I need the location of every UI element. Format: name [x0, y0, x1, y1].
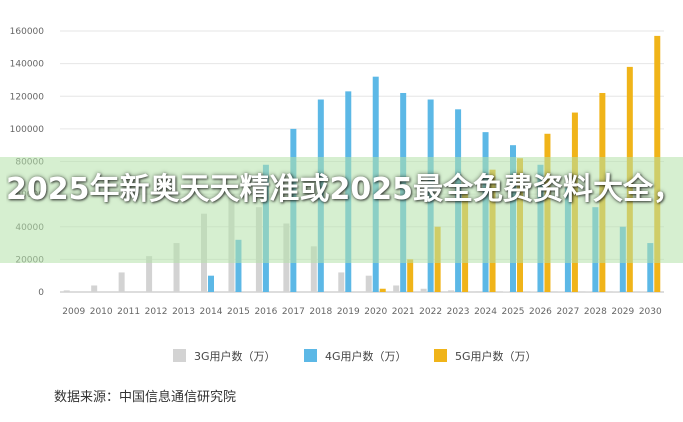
legend-swatch	[173, 349, 186, 362]
legend-swatch	[304, 349, 317, 362]
x-tick-label: 2016	[254, 307, 277, 317]
x-tick-label: 2009	[62, 307, 85, 317]
bar-2024-series-1	[475, 291, 482, 292]
data-source-note: 数据来源：中国信息通信研究院	[54, 390, 237, 405]
legend-label: 4G用户数（万）	[325, 349, 407, 363]
watermark-headline: 2025年新奥天天精准或2025最全免费资料大全，详尽解答、专家解读解释与	[6, 172, 677, 207]
y-tick-label: 140000	[10, 60, 45, 70]
bar-2018-series-1	[310, 246, 317, 292]
bar-2019-series-1	[338, 272, 345, 292]
bar-2022-series-1	[420, 288, 427, 292]
legend: 3G用户数（万） 4G用户数（万） 5G用户数（万）	[173, 349, 537, 363]
legend-swatch	[434, 349, 447, 362]
bar-2021-series-3	[407, 259, 414, 292]
x-tick-label: 2017	[282, 307, 305, 317]
x-tick-label: 2025	[502, 307, 525, 317]
y-tick-label: 0	[38, 288, 44, 298]
bar-2010-series-1	[91, 285, 98, 292]
x-tick-label: 2028	[584, 307, 607, 317]
y-tick-label: 160000	[10, 27, 45, 37]
x-tick-label: 2029	[611, 307, 634, 317]
x-tick-label: 2012	[145, 307, 168, 317]
legend-label: 3G用户数（万）	[194, 349, 276, 363]
bar-2023-series-1	[448, 290, 455, 292]
y-tick-label: 100000	[10, 125, 45, 135]
x-axis-ticks: 2009 2010 2011 2012 2013 2014 2015 2016 2017 2018…	[62, 307, 662, 317]
x-tick-label: 2027	[556, 307, 579, 317]
x-tick-label: 2023	[447, 307, 470, 317]
bar-2030-series-2	[647, 243, 654, 292]
bar-2020-series-3	[379, 288, 386, 292]
x-tick-label: 2022	[419, 307, 442, 317]
y-tick-label: 120000	[10, 92, 45, 102]
x-tick-label: 2018	[309, 307, 332, 317]
x-tick-label: 2013	[172, 307, 195, 317]
x-tick-label: 2021	[392, 307, 415, 317]
bar-2013-series-1	[173, 243, 180, 292]
x-tick-label: 2014	[200, 307, 223, 317]
bar-2021-series-1	[393, 285, 400, 292]
bar-2020-series-1	[365, 275, 372, 292]
legend-label: 5G用户数（万）	[455, 349, 537, 363]
x-tick-label: 2011	[117, 307, 140, 317]
bar-2014-series-2	[208, 275, 214, 292]
x-tick-label: 2010	[90, 307, 113, 317]
bar-2015-series-2	[235, 239, 242, 292]
x-tick-label: 2020	[364, 307, 387, 317]
x-tick-label: 2024	[474, 307, 497, 317]
bar-2012-series-1	[146, 256, 153, 292]
bar-2011-series-1	[118, 272, 125, 292]
bar-2009-series-1	[63, 290, 70, 292]
x-tick-label: 2030	[639, 307, 662, 317]
x-tick-label: 2019	[337, 307, 360, 317]
x-tick-label: 2015	[227, 307, 250, 317]
x-tick-label: 2026	[529, 307, 552, 317]
watermark-banner	[0, 157, 683, 263]
